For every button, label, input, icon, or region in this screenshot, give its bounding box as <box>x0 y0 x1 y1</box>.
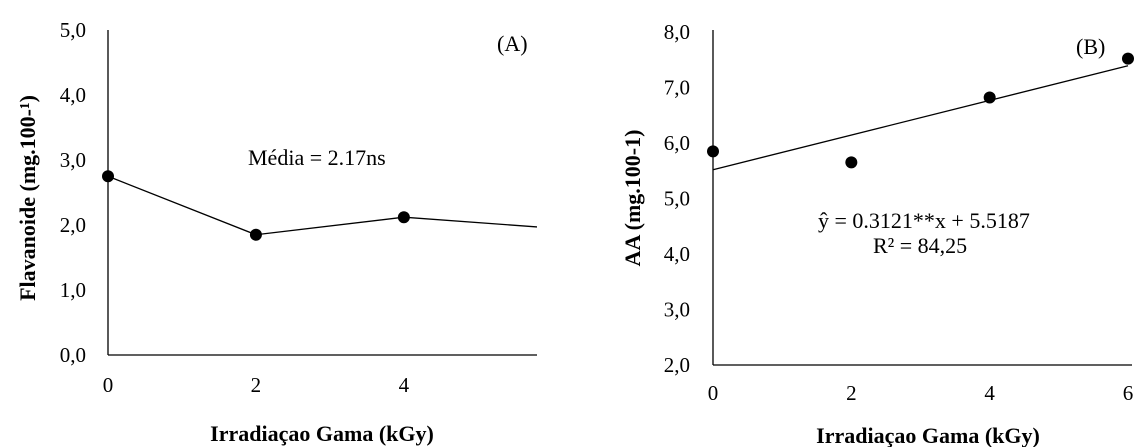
y-tick-label-b: 2,0 <box>664 353 690 377</box>
y-tick-label-a: 2,0 <box>60 213 86 237</box>
data-point-b <box>1122 52 1134 65</box>
y-tick-label-b: 8,0 <box>664 20 690 44</box>
series-line-a <box>107 175 537 236</box>
y-tick-label-a: 1,0 <box>60 278 86 302</box>
x-axis-title-a: Irradiaçao Gama (kGy) <box>210 421 434 446</box>
x-tick-label-b: 2 <box>846 381 857 405</box>
x-tick-label-b: 6 <box>1123 381 1134 405</box>
x-tick-label-a: 4 <box>399 373 410 397</box>
chart-panel-b: 2,0 3,0 4,0 5,0 6,0 7,0 8,0 0 2 4 6 ŷ = 0.3121**x… <box>620 20 1134 447</box>
y-tick-label-a: 5,0 <box>60 18 86 42</box>
data-point-b <box>707 145 719 158</box>
chart-panel-a: 0,0 1,0 2,0 3,0 4,0 5,0 0 2 4 Média = 2.17ns (A… <box>15 18 537 446</box>
y-tick-label-a: 3,0 <box>60 148 86 172</box>
data-point-b <box>983 91 996 104</box>
y-tick-label-b: 3,0 <box>664 298 690 322</box>
mean-annotation: Média = 2.17ns <box>248 145 386 170</box>
y-axis-title-b: AA (mg.100-1) <box>620 130 645 267</box>
regression-equation: ŷ = 0.3121**x + 5.5187 <box>818 208 1030 233</box>
y-tick-label-b: 6,0 <box>664 131 690 155</box>
y-tick-label-b: 5,0 <box>664 187 690 211</box>
x-tick-label-a: 2 <box>251 373 262 397</box>
panel-label-b: (B) <box>1076 34 1105 59</box>
y-tick-label-b: 4,0 <box>664 242 690 266</box>
y-tick-label-a: 4,0 <box>60 83 86 107</box>
y-tick-label-a: 0,0 <box>60 343 86 367</box>
trendline-b <box>712 65 1129 171</box>
y-tick-label-b: 7,0 <box>664 76 690 100</box>
x-axis-title-b: Irradiaçao Gama (kGy) <box>816 423 1040 447</box>
data-point-b <box>845 156 858 169</box>
data-point-a <box>397 211 410 224</box>
x-tick-label-b: 0 <box>708 381 719 405</box>
x-tick-label-b: 4 <box>984 381 995 405</box>
data-point-a <box>102 170 114 183</box>
panel-label-a: (A) <box>497 31 528 56</box>
data-point-a <box>249 228 262 241</box>
y-axis-title-a: Flavanoide (mg.100-¹) <box>15 95 40 301</box>
x-tick-label-a: 0 <box>103 373 114 397</box>
r-squared: R² = 84,25 <box>873 233 967 258</box>
